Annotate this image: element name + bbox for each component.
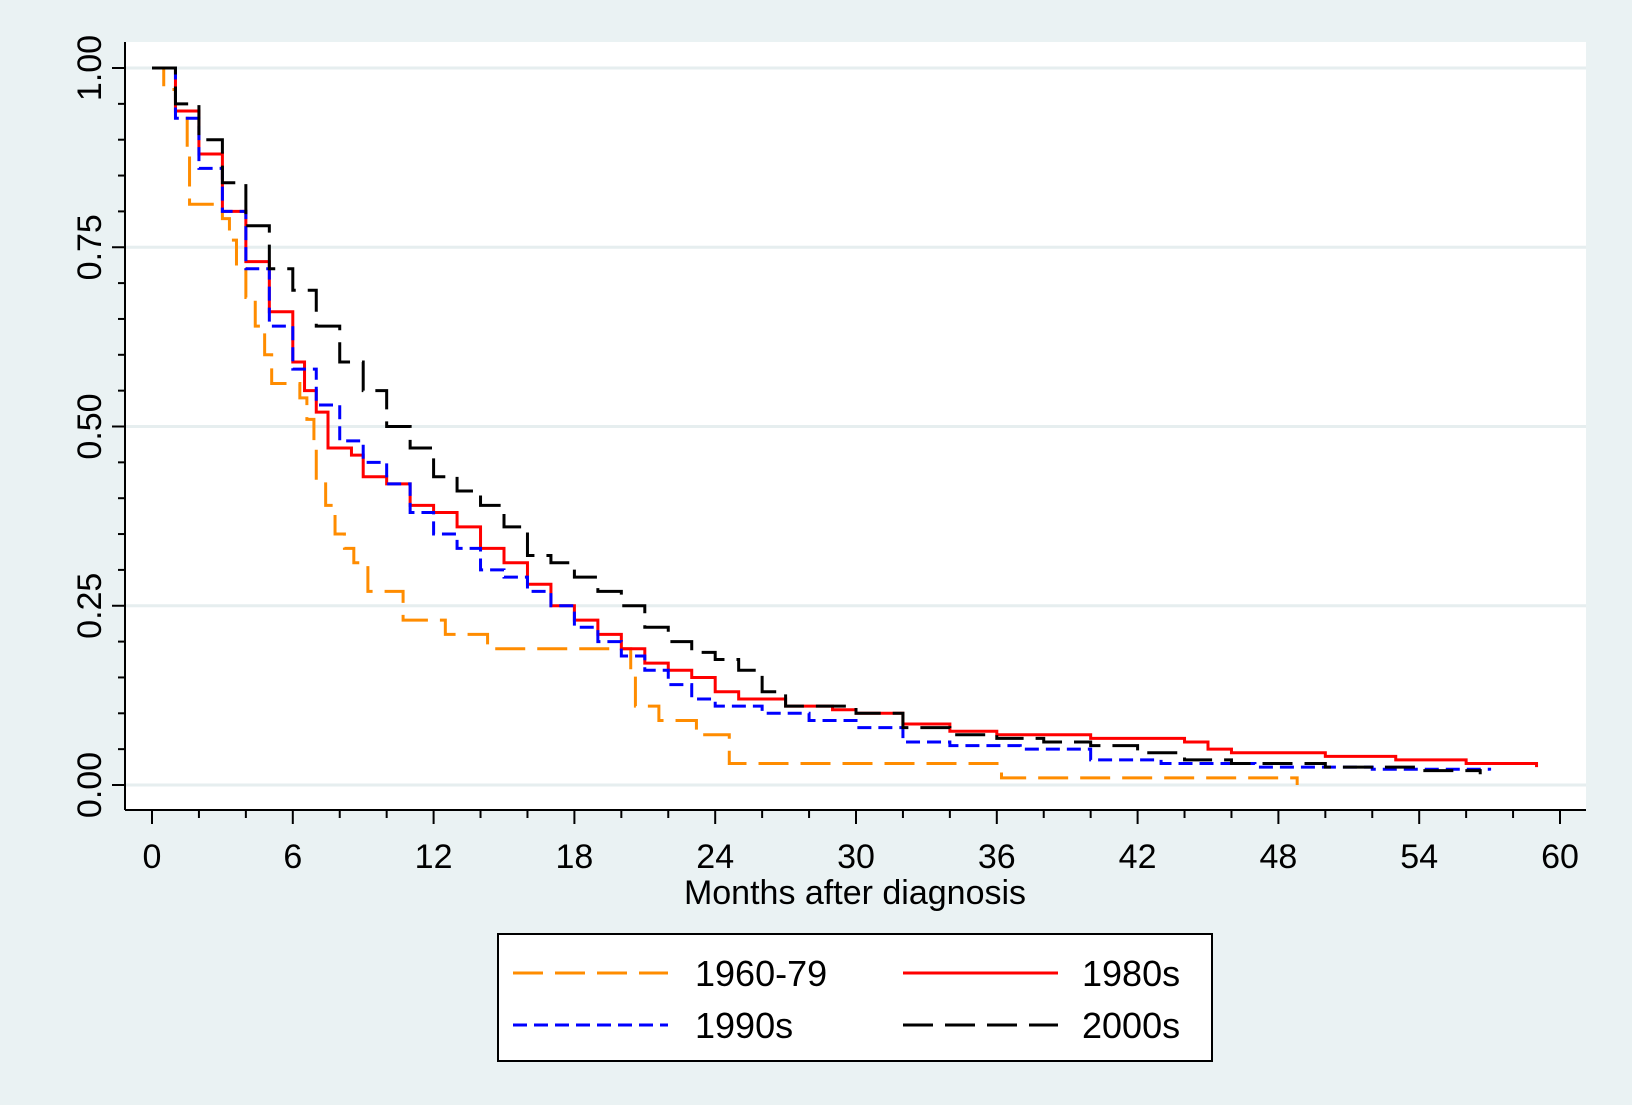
- x-tick-label-54: 54: [1400, 838, 1438, 876]
- gridlines: [125, 66, 1586, 787]
- series-line-1960-79: [152, 66, 1299, 785]
- series-lines: [152, 66, 1539, 785]
- y-tick-label-0.25: 0.25: [71, 573, 109, 639]
- x-tick-label-0: 0: [143, 838, 162, 876]
- x-tick-label-48: 48: [1259, 838, 1297, 876]
- y-tick-label-0.50: 0.50: [71, 393, 109, 459]
- x-axis-title: Months after diagnosis: [684, 874, 1026, 912]
- y-tick-label-0.00: 0.00: [71, 752, 109, 818]
- x-tick-label-42: 42: [1119, 838, 1157, 876]
- axis-ticks: 0.00 0.25 0.50 0.75 1.00 0 6 12 18 24 30 36 42 48 54 60: [71, 35, 1579, 876]
- series-line-1990s: [152, 66, 1492, 771]
- series-line-2000s: [152, 66, 1482, 775]
- y-tick-label-0.75: 0.75: [71, 214, 109, 280]
- legend-label-1980s: 1980s: [1082, 953, 1180, 994]
- x-tick-label-18: 18: [555, 838, 593, 876]
- x-tick-label-30: 30: [837, 838, 875, 876]
- x-tick-label-12: 12: [415, 838, 453, 876]
- x-tick-label-6: 6: [283, 838, 302, 876]
- legend-label-2000s: 2000s: [1082, 1005, 1180, 1046]
- x-tick-label-24: 24: [696, 838, 734, 876]
- legend-box: [497, 933, 1213, 1062]
- legend-label-1990s: 1990s: [695, 1005, 793, 1046]
- x-tick-label-36: 36: [978, 838, 1016, 876]
- legend: 1960-79 1980s 1990s 2000s: [497, 933, 1213, 1062]
- y-tick-label-1.00: 1.00: [71, 35, 109, 101]
- legend-label-1960-79: 1960-79: [695, 953, 827, 994]
- x-tick-label-60: 60: [1541, 838, 1579, 876]
